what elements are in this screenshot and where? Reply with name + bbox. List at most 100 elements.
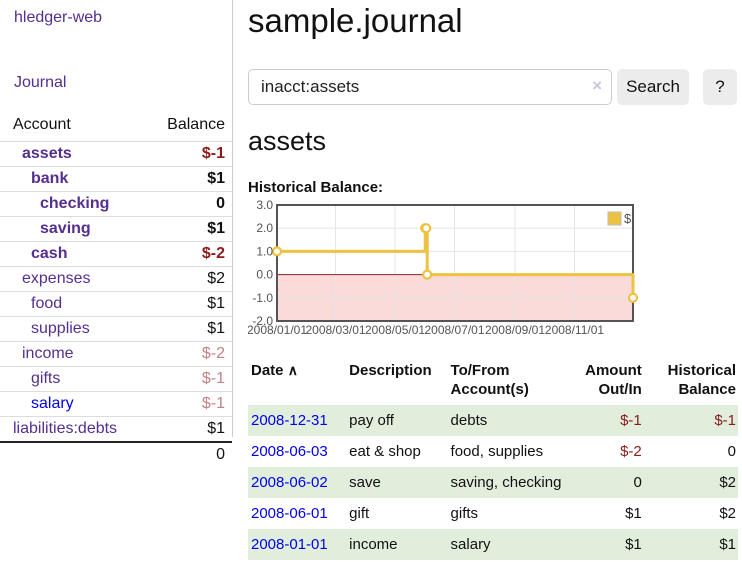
register-row: 2008-06-01 gift gifts $1 $2 [248,498,738,529]
account-balance: 0 [216,195,225,212]
transaction-amount: $1 [625,535,642,553]
register-table: Date ∧ Description To/From Account(s) Am… [248,360,738,560]
account-row: salary $-1 [0,391,232,417]
account-name-cell: bank [0,167,149,192]
account-name-cell: cash [0,242,149,267]
register-header-account: To/From Account(s) [450,362,529,398]
account-row: liabilities:debts $1 [0,416,232,443]
chart-title: Historical Balance: [248,179,384,196]
account-link[interactable]: supplies [31,320,90,337]
svg-text:2008/11/01: 2008/11/01 [545,323,604,337]
register-row: 2008-01-01 income salary $1 $1 [248,528,738,560]
account-link[interactable]: salary [31,395,74,412]
search-button[interactable]: Search [617,69,689,105]
svg-text:2008/09/01: 2008/09/01 [485,323,545,337]
account-link[interactable]: cash [31,245,68,262]
transaction-date-link[interactable]: 2008-06-03 [251,442,328,460]
account-balance: $-2 [201,245,225,262]
svg-text:$: $ [624,211,632,226]
transaction-accounts: saving, checking [450,473,562,491]
accounts-total-row: 0 [0,442,232,467]
date-header-label: Date [251,362,284,379]
accounts-table: Account Balance assets $-1 bank $1 check… [0,112,232,467]
account-balance: $-1 [201,145,225,162]
sidebar-item-journal[interactable]: Journal [14,74,67,91]
account-link[interactable]: saving [40,220,91,237]
account-link[interactable]: expenses [22,270,91,287]
transaction-amount: $1 [625,504,642,522]
transaction-balance: $2 [719,504,736,522]
transaction-description: income [349,535,398,553]
transaction-accounts: salary [450,535,491,553]
transaction-date-cell: 2008-12-31 [248,405,349,436]
transaction-date-link[interactable]: 2008-12-31 [251,411,328,429]
transaction-date-cell: 2008-06-02 [248,467,349,498]
account-balance: $-1 [201,370,225,387]
svg-text:2.0: 2.0 [256,221,273,235]
clear-search-icon[interactable]: × [592,76,602,95]
search-bar: × Search ? [248,69,737,105]
transaction-date-link[interactable]: 2008-01-01 [251,535,328,553]
svg-text:2008/05/01: 2008/05/01 [365,323,425,337]
sort-ascending-icon: ∧ [287,362,298,378]
account-name-cell: liabilities:debts [0,417,149,443]
account-name-cell: food [0,292,149,317]
search-input-wrap: × [248,69,612,105]
account-balance: $2 [207,270,225,287]
register-row: 2008-12-31 pay off debts $-1 $-1 [248,404,738,436]
account-row: supplies $1 [0,316,232,342]
account-link[interactable]: checking [40,195,110,212]
app-brand-link[interactable]: hledger-web [14,9,103,26]
transaction-balance: $-1 [714,411,736,429]
account-row: income $-2 [0,341,232,367]
accounts-header-row: Account Balance [0,112,232,142]
help-button[interactable]: ? [703,69,737,105]
account-row: checking 0 [0,191,232,217]
account-link[interactable]: bank [31,170,69,187]
transaction-description: save [349,473,381,491]
account-row: gifts $-1 [0,366,232,392]
transaction-accounts: food, supplies [450,442,544,460]
search-input[interactable] [248,69,612,105]
account-balance: $1 [207,420,225,437]
svg-text:-1.0: -1.0 [252,291,273,305]
transaction-date-link[interactable]: 2008-06-02 [251,473,328,491]
account-name-cell: assets [0,142,149,167]
register-header-row: Date ∧ Description To/From Account(s) Am… [248,360,738,405]
svg-text:1.0: 1.0 [256,244,273,258]
accounts-header-account: Account [13,116,71,133]
account-balance: $1 [207,320,225,337]
svg-text:3.0: 3.0 [256,198,273,212]
svg-text:2008/01/01: 2008/01/01 [248,323,307,337]
transaction-date-cell: 2008-06-03 [248,436,349,467]
register-header-balance: Historical Balance [667,362,736,398]
accounts-total-value: 0 [216,446,225,463]
account-balance: $-2 [201,345,225,362]
account-link[interactable]: assets [22,145,72,162]
account-link[interactable]: food [31,295,63,312]
register-header-description: Description [349,362,432,379]
historical-balance-chart: $3.0 2.0 1.0 0.0 -1.0 -2.0 2008/01/01 2008/03/0… [247,198,642,340]
transaction-date-cell: 2008-01-01 [248,529,349,560]
account-link[interactable]: liabilities:debts [13,420,118,437]
transaction-amount: $-1 [620,411,642,429]
svg-text:2008/03/01: 2008/03/01 [305,323,365,337]
account-name-cell: supplies [0,317,149,342]
transaction-description: gift [349,504,370,522]
sidebar: hledger-web Journal Account Balance asse… [0,0,233,463]
account-name-cell: checking [0,192,149,217]
transaction-date-link[interactable]: 2008-06-01 [251,504,328,522]
account-balance: $1 [207,295,225,312]
account-row: food $1 [0,291,232,317]
account-balance: $1 [207,170,225,187]
account-row: expenses $2 [0,266,232,292]
account-balance: $1 [207,220,225,237]
register-header-date[interactable]: Date ∧ [248,360,349,405]
account-link[interactable]: gifts [31,370,61,387]
transaction-amount: $-2 [620,442,642,460]
account-name-cell: income [0,342,149,367]
account-heading: assets [248,126,327,156]
account-name-cell: gifts [0,367,149,392]
transaction-balance: $2 [719,473,736,491]
account-link[interactable]: income [22,345,74,362]
